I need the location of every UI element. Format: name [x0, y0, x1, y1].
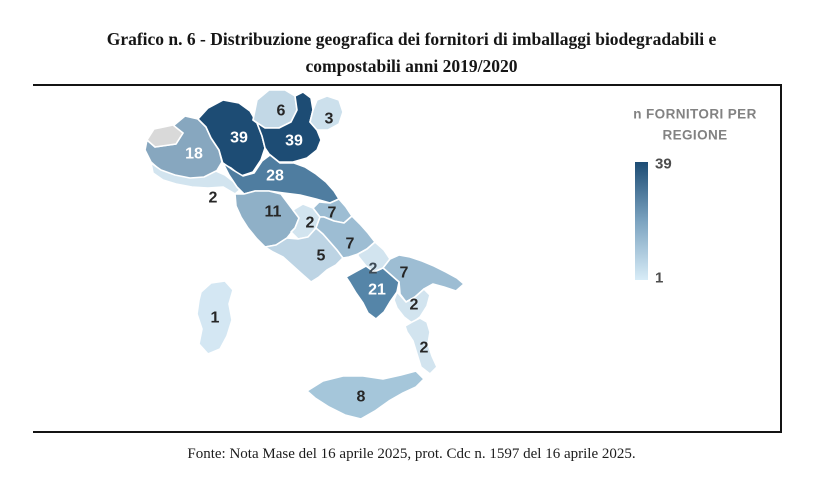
- region-friuli-venezia-giulia: [309, 95, 344, 131]
- region-campania: [345, 265, 400, 320]
- region-calabria: [404, 317, 438, 375]
- region-value-liguria: 2: [209, 190, 218, 207]
- chart-title-line2: compostabili anni 2019/2020: [305, 56, 518, 76]
- region-value-sardegna: 1: [211, 310, 220, 327]
- region-value-piemonte: 18: [185, 146, 203, 163]
- legend-gradient-bar: [635, 162, 648, 280]
- region-sicilia: [306, 370, 425, 420]
- legend-min-label: 1: [655, 270, 663, 287]
- source-note: Fonte: Nota Mase del 16 aprile 2025, pro…: [187, 446, 636, 462]
- region-sardegna: [196, 280, 234, 355]
- chart-title-line1: Grafico n. 6 - Distribuzione geografica …: [106, 29, 717, 49]
- region-value-toscana: 11: [265, 204, 282, 221]
- legend-title-line2: REGIONE: [662, 128, 727, 143]
- region-basilicata: [393, 288, 431, 324]
- legend-max-label: 39: [655, 156, 672, 173]
- region-value-labels: 18 39 6 39 3 2 28 11 2 7 5 7 2 21 7 2 2 …: [185, 103, 428, 406]
- region-value-sicilia: 8: [357, 389, 366, 406]
- region-value-umbria: 2: [306, 215, 315, 232]
- region-value-friuli: 3: [325, 111, 334, 128]
- region-value-campania: 21: [368, 282, 386, 299]
- region-value-emilia: 28: [266, 168, 284, 185]
- region-lombardia: [197, 99, 266, 177]
- region-value-calabria: 2: [420, 340, 429, 357]
- map-legend: n FORNITORI PER REGIONE 39 1: [633, 107, 757, 287]
- region-value-veneto: 39: [285, 133, 303, 150]
- region-value-trentino: 6: [277, 103, 286, 120]
- region-value-molise: 2: [369, 261, 378, 278]
- chart-title: Grafico n. 6 - Distribuzione geografica …: [0, 26, 823, 80]
- italy-choropleth-map: 18 39 6 39 3 2 28 11 2 7 5 7 2 21 7 2 2 …: [144, 89, 757, 420]
- region-valle-daosta: [146, 124, 184, 148]
- region-value-lombardia: 39: [230, 130, 248, 147]
- region-value-abruzzo: 7: [346, 236, 355, 253]
- chart-border-box: 18 39 6 39 3 2 28 11 2 7 5 7 2 21 7 2 2 …: [33, 84, 782, 433]
- legend-title-line1: n FORNITORI PER: [633, 107, 757, 122]
- region-value-lazio: 5: [317, 248, 326, 265]
- region-value-puglia: 7: [400, 265, 409, 282]
- region-value-marche: 7: [328, 205, 337, 222]
- region-value-basilicata: 2: [410, 297, 419, 314]
- region-shapes: [144, 89, 465, 420]
